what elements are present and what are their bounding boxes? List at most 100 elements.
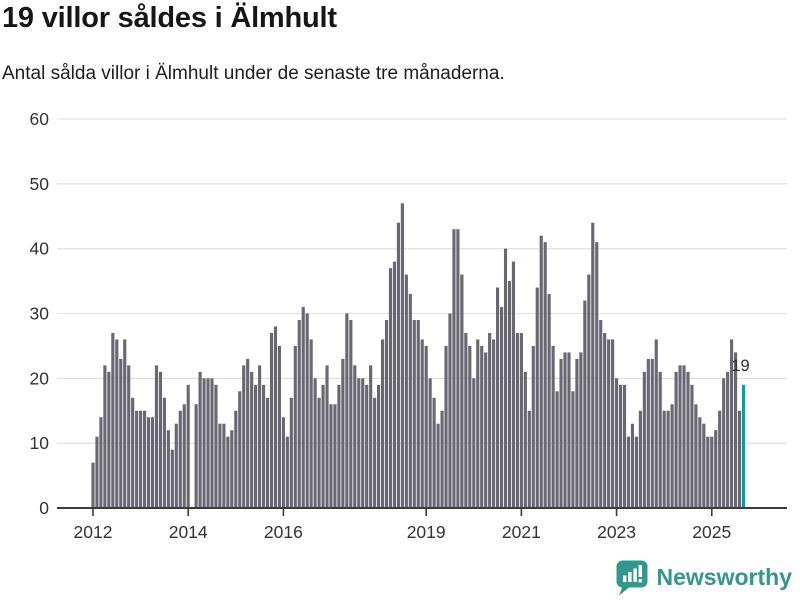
bar xyxy=(230,430,234,508)
bar xyxy=(519,332,523,508)
bar xyxy=(281,417,285,508)
bar xyxy=(583,300,587,508)
bar xyxy=(448,313,452,508)
bar xyxy=(607,339,611,508)
bar xyxy=(222,423,226,508)
bar xyxy=(444,345,448,508)
bar xyxy=(599,319,603,508)
bar xyxy=(563,352,567,508)
bar xyxy=(202,378,206,508)
bar xyxy=(154,365,159,508)
newsworthy-logo: Newsworthy xyxy=(615,559,792,596)
bar xyxy=(662,410,666,508)
y-axis-label: 30 xyxy=(30,304,50,324)
bar xyxy=(682,365,686,508)
bar xyxy=(139,410,143,508)
bar xyxy=(543,242,547,508)
bar xyxy=(206,378,210,508)
bar xyxy=(670,404,674,508)
bar xyxy=(349,319,353,508)
bar xyxy=(535,287,539,508)
bar xyxy=(456,229,460,508)
bar xyxy=(642,371,646,508)
bar xyxy=(238,391,242,508)
bar xyxy=(277,345,281,508)
bar xyxy=(476,339,480,508)
bar xyxy=(301,307,305,508)
bar xyxy=(618,384,623,508)
bar xyxy=(174,423,178,508)
bar xyxy=(297,319,301,508)
bar xyxy=(166,430,170,508)
bar xyxy=(539,235,543,508)
bar xyxy=(527,410,531,508)
bar xyxy=(650,358,654,508)
bar xyxy=(638,410,642,508)
bar xyxy=(571,391,575,508)
bar xyxy=(480,345,484,508)
bar xyxy=(194,404,198,508)
bar xyxy=(99,417,103,508)
bar xyxy=(595,242,599,508)
bar xyxy=(123,339,127,508)
bar xyxy=(142,410,147,508)
y-axis-label: 20 xyxy=(30,368,50,388)
bar xyxy=(611,339,615,508)
bar xyxy=(698,417,702,508)
bar xyxy=(254,384,258,508)
bar xyxy=(678,365,682,508)
bar xyxy=(396,222,400,509)
bar xyxy=(634,436,638,508)
bar xyxy=(210,378,214,508)
bar xyxy=(380,339,385,508)
exclamation-stem xyxy=(638,565,642,577)
bar xyxy=(131,397,135,508)
bar xyxy=(452,229,456,508)
bar xyxy=(722,378,726,508)
bar xyxy=(361,378,365,508)
bar xyxy=(468,345,472,508)
bar xyxy=(666,410,670,508)
bar xyxy=(321,384,325,508)
x-axis-label: 2023 xyxy=(597,522,636,542)
bar xyxy=(369,365,373,508)
bar xyxy=(726,371,730,508)
bar xyxy=(702,423,706,508)
bar xyxy=(472,378,476,508)
bar xyxy=(658,371,662,508)
bar xyxy=(377,384,381,508)
x-axis-label: 2012 xyxy=(74,522,113,542)
y-axis-label: 10 xyxy=(30,433,50,453)
y-axis-label: 40 xyxy=(30,239,50,259)
bar xyxy=(341,358,345,508)
page-title: 19 villor såldes i Älmhult xyxy=(2,2,337,34)
bar xyxy=(317,397,321,508)
bar xyxy=(615,378,619,508)
bar xyxy=(579,352,583,508)
bar xyxy=(694,404,698,508)
bar xyxy=(111,332,115,508)
bar xyxy=(460,274,464,508)
bar xyxy=(591,222,595,509)
bar xyxy=(547,294,551,508)
bar xyxy=(373,397,377,508)
bar xyxy=(107,371,111,508)
bar xyxy=(226,436,230,508)
bar xyxy=(178,410,182,508)
bar xyxy=(345,313,349,508)
bar xyxy=(603,332,607,508)
bar xyxy=(622,384,627,508)
bar xyxy=(567,352,571,508)
bar xyxy=(515,332,519,508)
bar xyxy=(507,281,512,508)
bar xyxy=(686,371,690,508)
bar xyxy=(706,436,710,508)
x-axis-label: 2021 xyxy=(502,522,541,542)
bar xyxy=(440,410,444,508)
bar xyxy=(555,391,559,508)
bar xyxy=(150,417,155,508)
value-annotation: 19 xyxy=(731,357,749,375)
y-axis-label: 0 xyxy=(39,498,49,518)
